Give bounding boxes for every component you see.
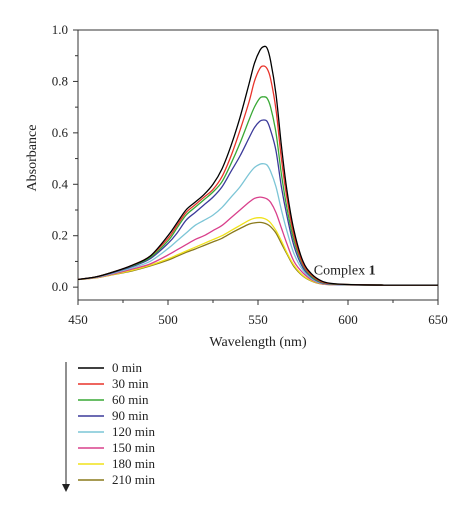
y-tick-label: 0.4 <box>52 176 69 191</box>
legend-label-150-min: 150 min <box>112 440 155 455</box>
x-tick-label: 600 <box>338 312 358 327</box>
legend-label-60-min: 60 min <box>112 392 149 407</box>
legend-label-30-min: 30 min <box>112 376 149 391</box>
x-axis-title: Wavelength (nm) <box>209 335 307 350</box>
x-tick-label: 500 <box>158 312 178 327</box>
y-tick-label: 0.6 <box>52 125 69 140</box>
annotation-complex: Complex 1 <box>314 263 376 278</box>
x-tick-label: 650 <box>428 312 448 327</box>
series-line-180-min <box>77 217 439 286</box>
series-line-30-min <box>77 65 439 286</box>
y-axis-title: Absorbance <box>25 125 40 192</box>
series-line-210-min <box>77 221 439 286</box>
series-line-120-min <box>77 163 439 286</box>
legend-arrow-head <box>62 484 70 492</box>
plot-area: 450 500 550 600 650 0.0 0.2 0.4 0.6 0.8 1.0 Complex… <box>52 22 448 327</box>
y-tick-label: 0.8 <box>52 73 68 88</box>
series-line-90-min <box>77 119 439 286</box>
y-tick-label: 0.0 <box>52 279 68 294</box>
y-tick-label: 0.2 <box>52 228 68 243</box>
series-line-150-min <box>77 196 439 286</box>
y-axis-title-group: Absorbance <box>25 125 40 192</box>
series-line-0-min <box>77 45 439 286</box>
legend-label-90-min: 90 min <box>112 408 149 423</box>
legend-label-0-min: 0 min <box>112 360 142 375</box>
legend-label-180-min: 180 min <box>112 456 155 471</box>
legend-label-210-min: 210 min <box>112 472 155 487</box>
series-line-60-min <box>77 96 439 286</box>
x-tick-label: 450 <box>68 312 88 327</box>
annotation-complex-number: 1 <box>369 263 376 278</box>
y-tick-label: 1.0 <box>52 22 68 37</box>
legend-label-120-min: 120 min <box>112 424 155 439</box>
x-tick-label: 550 <box>248 312 268 327</box>
